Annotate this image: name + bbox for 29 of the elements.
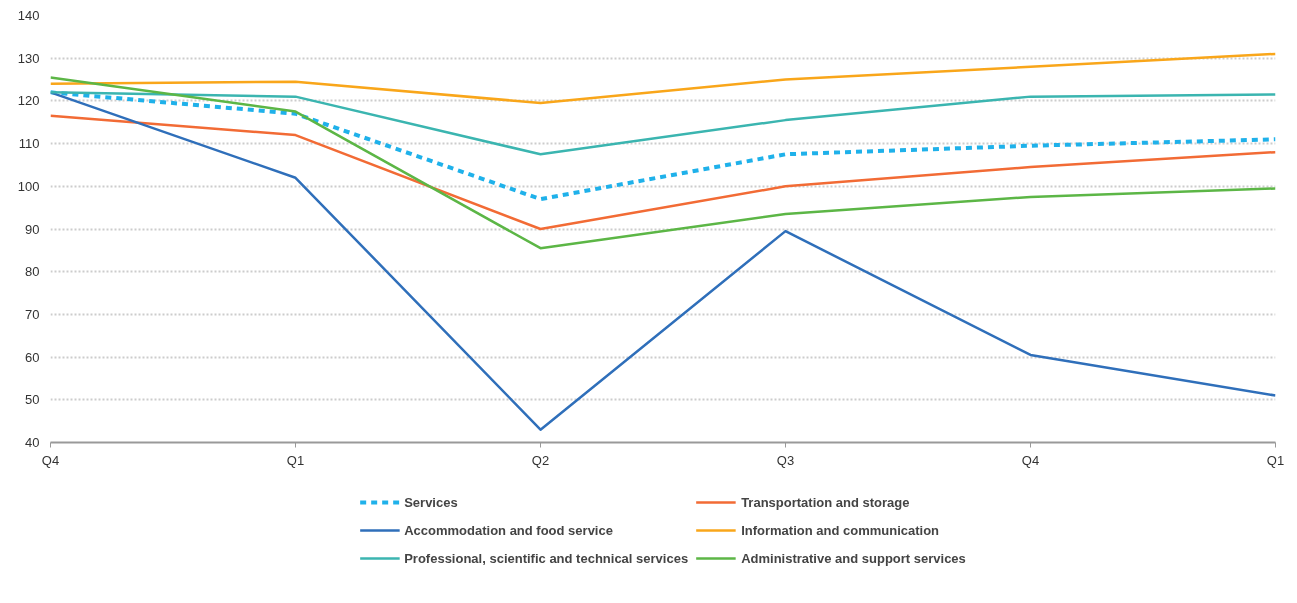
legend-label: Transportation and storage — [741, 494, 910, 510]
y-tick-label: 140 — [17, 8, 40, 23]
x-tick-label: Q1 — [1266, 452, 1285, 468]
line-series — [50, 76, 1276, 250]
line-series — [50, 114, 1276, 231]
y-tick-label: 100 — [17, 178, 40, 194]
y-tick-label: 130 — [17, 50, 40, 66]
line-series — [50, 90, 1276, 202]
x-tick-label: Q1 — [286, 452, 305, 468]
y-tick-label: 120 — [17, 93, 40, 109]
legend-label: Services — [404, 494, 458, 510]
y-tick-label: 70 — [25, 306, 40, 322]
legend-label: Accommodation and food service — [404, 522, 613, 538]
legend-label: Information and communication — [741, 522, 940, 538]
y-tick-label: 50 — [25, 392, 40, 408]
legend-label: Administrative and support services — [741, 550, 966, 566]
x-tick-label: Q4 — [1021, 452, 1040, 468]
x-tick-label: Q4 — [41, 452, 60, 468]
line-series — [50, 52, 1276, 105]
y-tick-label: 80 — [25, 264, 40, 280]
y-tick-label: 40 — [25, 435, 40, 450]
y-tick-label: 90 — [25, 221, 40, 237]
y-tick-label: 60 — [25, 349, 40, 365]
y-tick-label: 110 — [18, 136, 40, 152]
x-tick-label: Q3 — [776, 452, 795, 468]
legend-label: Professional, scientific and technical services — [404, 550, 689, 566]
line-series — [50, 91, 1276, 156]
x-tick-label: Q2 — [531, 452, 550, 468]
line-series — [50, 91, 1276, 431]
